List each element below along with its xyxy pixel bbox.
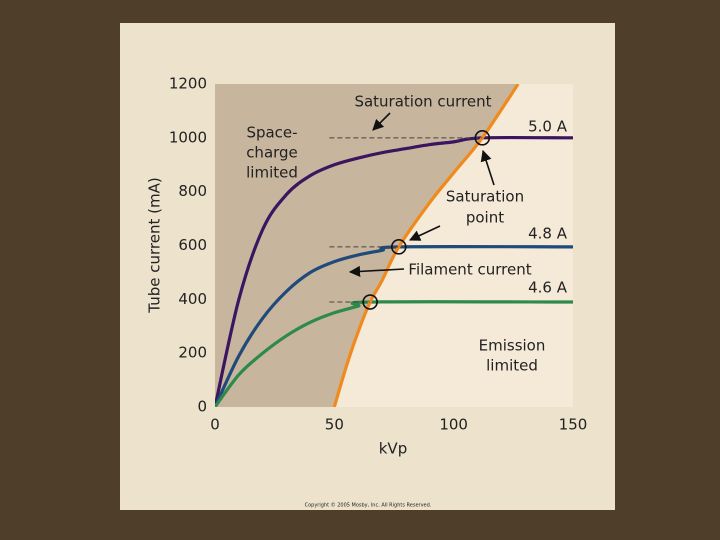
- arrow: [480, 149, 495, 186]
- y-tick-label: 800: [178, 182, 207, 200]
- x-tick-label: 150: [559, 416, 588, 434]
- x-tick-label: 100: [439, 416, 468, 434]
- series-line: [215, 135, 573, 407]
- x-tick-label: 50: [325, 416, 344, 434]
- y-tick-label: 1000: [169, 128, 207, 146]
- series-line: [332, 84, 520, 407]
- annotation: Space-: [246, 124, 297, 142]
- x-tick-label: 0: [210, 416, 220, 434]
- arrow: [408, 225, 441, 241]
- series-label: 5.0 A: [528, 118, 568, 136]
- saturation-point: [362, 294, 378, 310]
- y-tick-label: 200: [178, 344, 207, 362]
- y-tick-label: 0: [197, 398, 207, 416]
- footer: Copyright © 2005 Mosby, Inc. All Rights …: [305, 502, 432, 509]
- annotation: Filament current: [408, 261, 531, 279]
- annotation: charge: [246, 144, 298, 162]
- y-tick-label: 600: [178, 236, 207, 254]
- annotation: limited: [246, 164, 298, 182]
- space-charge-region: [215, 84, 519, 407]
- y-axis-label: Tube current (mA): [146, 177, 164, 313]
- annotation: limited: [486, 357, 538, 375]
- x-axis-label: kVp: [379, 440, 407, 458]
- y-tick-label: 400: [178, 290, 207, 308]
- annotation: point: [466, 209, 504, 227]
- series-label: 4.8 A: [528, 225, 568, 243]
- arrow: [372, 112, 391, 131]
- saturation-point: [474, 130, 491, 146]
- arrow: [348, 265, 405, 278]
- y-tick-label: 1200: [169, 75, 207, 93]
- arrows: [348, 112, 495, 278]
- series-line: [215, 300, 573, 407]
- annotation: Saturation current: [354, 93, 491, 111]
- series-label: 4.6 A: [528, 279, 568, 297]
- annotation: Emission: [479, 337, 546, 355]
- saturation-point: [390, 239, 407, 255]
- annotation: Saturation: [446, 188, 524, 206]
